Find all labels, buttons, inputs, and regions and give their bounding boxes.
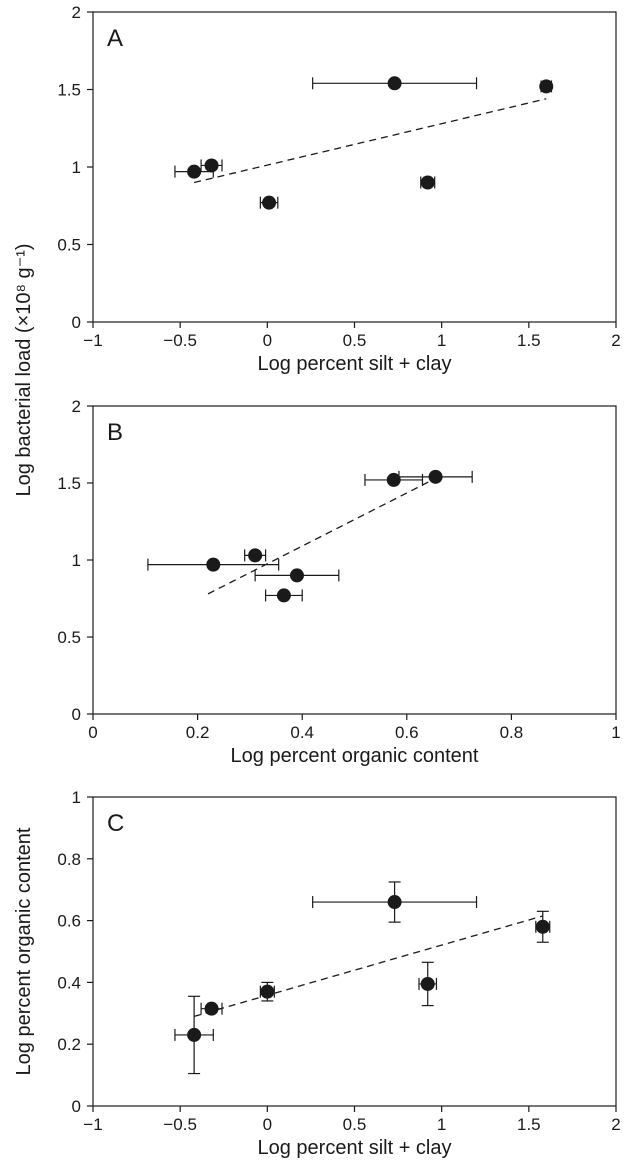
x-tick-label: −1 [83, 1115, 102, 1134]
trend-line [193, 98, 547, 184]
y-tick-label: 1.5 [57, 474, 81, 493]
data-marker [206, 557, 221, 572]
data-marker [204, 158, 219, 173]
y-tick-label: 0.8 [57, 850, 81, 869]
panel-label: A [107, 25, 123, 52]
x-tick-label: 1 [611, 723, 620, 742]
x-tick-label: 0.4 [290, 723, 314, 742]
data-marker [276, 588, 291, 603]
x-tick-label: 0.5 [343, 1115, 367, 1134]
data-point [312, 76, 478, 91]
data-point [398, 469, 473, 484]
data-marker [204, 1001, 219, 1016]
panel-c: C −1 −0.5 0 0.5 1 1.5 2 0 0.2 0.4 0.6 0.8 1 Log percen… [13, 788, 621, 1159]
x-tick-label: 0 [263, 331, 272, 350]
plot-frame [92, 796, 617, 1107]
y-axis-label: Log percent organic content [13, 827, 35, 1075]
data-marker [420, 175, 435, 190]
y-tick-label: 0.5 [57, 628, 81, 647]
y-tick-label: 1 [72, 551, 81, 570]
data-marker [386, 472, 401, 487]
x-tick-label: 0.2 [186, 723, 210, 742]
y-tick-label: 0.2 [57, 1035, 81, 1054]
y-tick-label: 0.6 [57, 912, 81, 931]
panel-b: B 0 0.2 0.4 0.6 0.8 1 0 0.5 1 1.5 2 Log percent orga… [13, 243, 621, 767]
trend-line [193, 915, 543, 1018]
data-point [259, 195, 279, 210]
data-marker [248, 548, 263, 563]
x-tick-label: −1 [83, 331, 102, 350]
x-tick-label: 0.6 [395, 723, 419, 742]
data-marker [387, 895, 402, 910]
y-axis-label: Log bacterial load (×10⁸ g⁻¹) [13, 243, 35, 496]
plot-frame [92, 11, 617, 323]
x-tick-label: −0.5 [163, 331, 197, 350]
y-tick-label: 0 [72, 1097, 81, 1116]
x-tick-label: 0 [263, 1115, 272, 1134]
x-tick-label: 0.8 [500, 723, 524, 742]
data-point [312, 881, 478, 923]
x-tick-label: 0.5 [343, 331, 367, 350]
data-point [200, 158, 223, 173]
data-marker [428, 469, 443, 484]
x-tick-label: 1.5 [517, 331, 541, 350]
x-tick-label: 2 [611, 331, 620, 350]
data-marker [420, 976, 435, 991]
y-tick-label: 1.5 [57, 81, 81, 100]
x-tick-label: 1 [437, 331, 446, 350]
data-point [420, 175, 436, 190]
data-marker [260, 984, 275, 999]
data-point [254, 568, 340, 583]
y-tick-label: 0.4 [57, 973, 81, 992]
data-point [174, 995, 214, 1075]
data-point [259, 981, 275, 1002]
y-tick-label: 1 [72, 788, 81, 807]
x-tick-label: 1.5 [517, 1115, 541, 1134]
y-tick-label: 0.5 [57, 236, 81, 255]
x-tick-label: 1 [437, 1115, 446, 1134]
y-tick-label: 0 [72, 705, 81, 724]
data-point [174, 164, 214, 179]
data-point [418, 961, 438, 1007]
x-axis-label: Log percent silt + clay [258, 1137, 452, 1159]
panel-label: B [107, 419, 123, 446]
panel-a: A −1 −0.5 0 0.5 1 1.5 2 0 0.5 1 1.5 2 Log percent sil… [57, 3, 620, 375]
data-point [364, 472, 424, 487]
y-tick-label: 1 [72, 158, 81, 177]
data-marker [535, 919, 550, 934]
plot-frame [92, 405, 617, 715]
data-point [539, 79, 554, 94]
data-point [535, 910, 551, 943]
trend-line [207, 477, 436, 595]
data-marker [187, 1027, 202, 1042]
data-point [200, 1001, 223, 1016]
data-marker [262, 195, 277, 210]
y-tick-label: 2 [72, 397, 81, 416]
data-point [244, 548, 267, 563]
panel-label: C [107, 810, 124, 837]
data-point [147, 557, 280, 572]
x-tick-label: −0.5 [163, 1115, 197, 1134]
x-tick-label: 2 [611, 1115, 620, 1134]
data-marker [187, 164, 202, 179]
x-axis-label: Log percent organic content [231, 745, 479, 767]
data-point [264, 588, 303, 603]
y-tick-label: 2 [72, 3, 81, 22]
data-marker [387, 76, 402, 91]
y-tick-label: 0 [72, 313, 81, 332]
x-tick-label: 0 [88, 723, 97, 742]
data-marker [539, 79, 554, 94]
data-marker [289, 568, 304, 583]
x-axis-label: Log percent silt + clay [258, 353, 452, 375]
